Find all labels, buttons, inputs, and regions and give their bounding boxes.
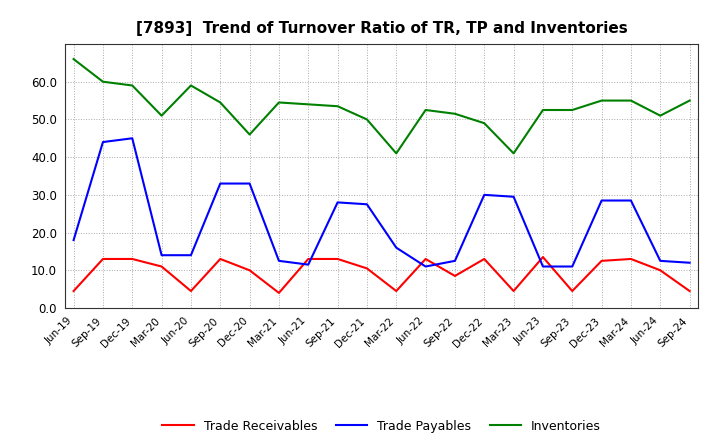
Trade Receivables	[333, 257, 342, 262]
Title: [7893]  Trend of Turnover Ratio of TR, TP and Inventories: [7893] Trend of Turnover Ratio of TR, TP…	[136, 21, 627, 36]
Legend: Trade Receivables, Trade Payables, Inventories: Trade Receivables, Trade Payables, Inven…	[157, 414, 606, 437]
Inventories	[539, 107, 547, 113]
Trade Receivables	[568, 288, 577, 293]
Inventories	[216, 100, 225, 105]
Inventories	[363, 117, 372, 122]
Trade Receivables	[509, 288, 518, 293]
Inventories	[656, 113, 665, 118]
Inventories	[568, 107, 577, 113]
Line: Trade Receivables: Trade Receivables	[73, 257, 690, 293]
Trade Payables	[157, 253, 166, 258]
Inventories	[421, 107, 430, 113]
Trade Receivables	[69, 288, 78, 293]
Trade Payables	[685, 260, 694, 265]
Inventories	[333, 103, 342, 109]
Trade Payables	[69, 238, 78, 243]
Trade Payables	[656, 258, 665, 264]
Inventories	[685, 98, 694, 103]
Trade Payables	[392, 245, 400, 250]
Inventories	[157, 113, 166, 118]
Inventories	[451, 111, 459, 117]
Trade Receivables	[626, 257, 635, 262]
Line: Inventories: Inventories	[73, 59, 690, 154]
Trade Payables	[421, 264, 430, 269]
Trade Payables	[333, 200, 342, 205]
Trade Receivables	[451, 273, 459, 279]
Trade Receivables	[274, 290, 283, 296]
Line: Trade Payables: Trade Payables	[73, 138, 690, 267]
Trade Payables	[99, 139, 107, 145]
Trade Payables	[626, 198, 635, 203]
Trade Receivables	[598, 258, 606, 264]
Trade Receivables	[99, 257, 107, 262]
Trade Payables	[304, 262, 312, 267]
Trade Payables	[509, 194, 518, 199]
Trade Payables	[539, 264, 547, 269]
Trade Receivables	[246, 268, 254, 273]
Trade Receivables	[128, 257, 137, 262]
Trade Payables	[128, 136, 137, 141]
Trade Receivables	[685, 288, 694, 293]
Trade Payables	[568, 264, 577, 269]
Trade Receivables	[157, 264, 166, 269]
Trade Payables	[363, 202, 372, 207]
Inventories	[128, 83, 137, 88]
Trade Payables	[480, 192, 489, 198]
Trade Receivables	[216, 257, 225, 262]
Inventories	[69, 56, 78, 62]
Trade Payables	[451, 258, 459, 264]
Trade Payables	[598, 198, 606, 203]
Inventories	[392, 151, 400, 156]
Trade Receivables	[392, 288, 400, 293]
Trade Payables	[274, 258, 283, 264]
Inventories	[626, 98, 635, 103]
Inventories	[246, 132, 254, 137]
Trade Payables	[246, 181, 254, 186]
Trade Receivables	[539, 254, 547, 260]
Inventories	[274, 100, 283, 105]
Inventories	[99, 79, 107, 84]
Inventories	[186, 83, 195, 88]
Trade Receivables	[421, 257, 430, 262]
Trade Receivables	[656, 268, 665, 273]
Inventories	[509, 151, 518, 156]
Inventories	[598, 98, 606, 103]
Trade Payables	[216, 181, 225, 186]
Trade Receivables	[480, 257, 489, 262]
Inventories	[304, 102, 312, 107]
Inventories	[480, 121, 489, 126]
Trade Payables	[186, 253, 195, 258]
Trade Receivables	[186, 288, 195, 293]
Trade Receivables	[363, 266, 372, 271]
Trade Receivables	[304, 257, 312, 262]
